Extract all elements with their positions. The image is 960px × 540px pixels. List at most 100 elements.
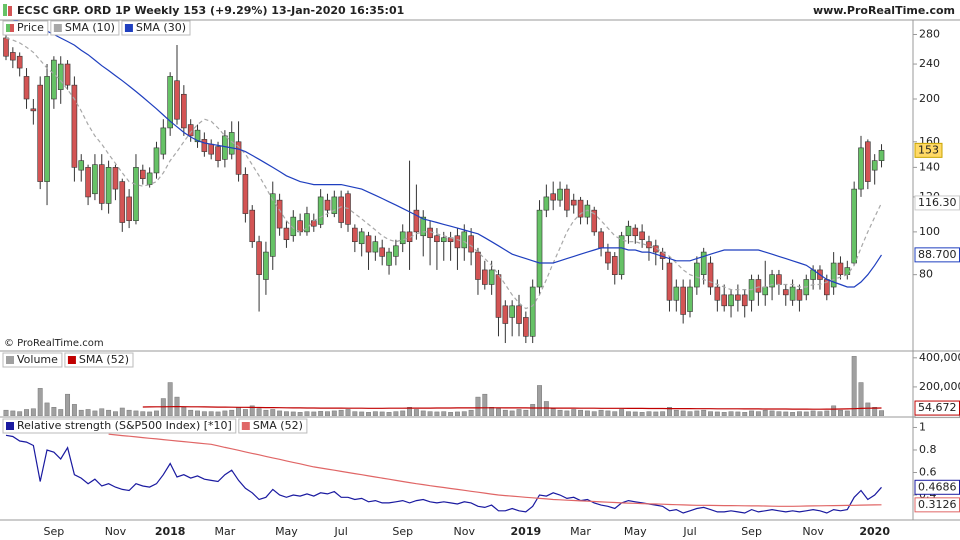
volume-bar: [879, 410, 884, 416]
legend-swatch: [53, 24, 62, 32]
source: www.ProRealTime.com: [813, 4, 955, 17]
candle-body: [3, 37, 9, 57]
volume-bar: [71, 404, 77, 416]
candle-body: [509, 305, 515, 318]
candle-body: [536, 209, 543, 288]
volume-bar: [653, 411, 659, 416]
candle-body: [187, 124, 194, 137]
volume-bar: [366, 412, 371, 416]
candle-body: [714, 286, 721, 301]
candle-body: [632, 227, 639, 237]
last-value-label: 153: [918, 143, 939, 156]
volume-bar: [844, 410, 850, 416]
volume-bar: [297, 412, 303, 416]
volume-bar: [721, 412, 727, 416]
volume-bar: [482, 393, 488, 416]
candle-body: [201, 139, 208, 152]
volume-bar: [632, 411, 638, 416]
candle-body: [78, 160, 85, 171]
x-tick-label: 2020: [859, 525, 890, 538]
candle-body: [741, 294, 748, 307]
candle-body: [605, 251, 611, 264]
legend-swatch: [6, 356, 14, 364]
volume-bar: [571, 409, 577, 416]
volume-bar: [790, 412, 796, 416]
candle-body: [830, 262, 837, 288]
candle-body: [700, 251, 707, 275]
volume-bar: [393, 411, 399, 416]
volume-bar: [796, 411, 802, 416]
volume-bar: [249, 405, 255, 416]
candle-body: [529, 286, 536, 337]
volume-bar: [92, 410, 98, 416]
volume-bar: [543, 401, 549, 416]
candle-body: [481, 269, 488, 285]
volume-bar: [112, 411, 118, 416]
volume-bar: [708, 411, 713, 416]
volume-bar: [242, 409, 248, 416]
volume-bar: [222, 410, 228, 416]
x-tick-label: Sep: [392, 525, 413, 538]
volume-bar: [372, 411, 378, 416]
x-tick-label: Jul: [682, 525, 696, 538]
legend-label: Price: [17, 21, 44, 34]
y-tick-label: 0.8: [919, 443, 937, 456]
volume-bar: [516, 409, 522, 416]
candle-body: [584, 204, 591, 218]
candle-body: [338, 196, 344, 223]
volume-bar: [523, 409, 529, 416]
candle-body: [215, 146, 221, 161]
candle-body: [146, 172, 153, 185]
y-tick-label: 140: [919, 160, 940, 173]
volume-bar: [680, 410, 686, 416]
candle-body: [249, 209, 256, 243]
legend-box: [64, 352, 134, 368]
candle-body: [222, 135, 228, 160]
candle-body: [140, 169, 146, 179]
candle-body: [324, 199, 331, 211]
volume-bar: [755, 411, 761, 416]
volume-bar: [714, 411, 720, 416]
volume-bar: [496, 408, 501, 416]
candle-body: [10, 52, 16, 61]
volume-bar: [591, 411, 597, 416]
volume-bar: [181, 407, 187, 416]
line-series: [5, 37, 883, 310]
volume-bar: [215, 411, 221, 416]
volume-bar: [24, 409, 29, 416]
volume-bar: [277, 410, 283, 416]
volume-bar: [831, 405, 837, 416]
legend-label: Relative strength (S&P500 Index) [*10]: [17, 419, 232, 432]
candle-body: [694, 262, 700, 288]
candle-body: [208, 143, 214, 155]
candle-body: [461, 231, 468, 249]
candle-body: [440, 237, 447, 243]
volume-bar: [311, 411, 317, 416]
candle-body: [283, 227, 290, 241]
legend-swatch: [6, 422, 14, 430]
volume-bar: [468, 409, 474, 416]
candle-body: [755, 279, 762, 293]
candle-body: [263, 251, 269, 280]
candle-body: [194, 129, 201, 143]
candle-body: [352, 227, 358, 243]
volume-bar: [838, 409, 843, 416]
candle-body: [85, 167, 91, 198]
volume-bar: [338, 409, 344, 416]
title-icon: [8, 6, 12, 16]
x-tick-label: Sep: [44, 525, 65, 538]
volume-bar: [10, 410, 16, 416]
volume-bar: [434, 411, 440, 416]
volume-bar: [509, 410, 515, 416]
candle-body: [543, 196, 550, 211]
candle-body: [570, 199, 577, 206]
volume-bar: [461, 411, 467, 416]
legend-box: [2, 418, 237, 434]
volume-bar: [256, 408, 262, 416]
volume-bar: [407, 407, 413, 416]
volume-bar: [584, 410, 590, 416]
candle-body: [769, 274, 775, 288]
candle-body: [776, 274, 782, 285]
volume-bar: [735, 411, 741, 416]
x-tick-label: Nov: [105, 525, 127, 538]
